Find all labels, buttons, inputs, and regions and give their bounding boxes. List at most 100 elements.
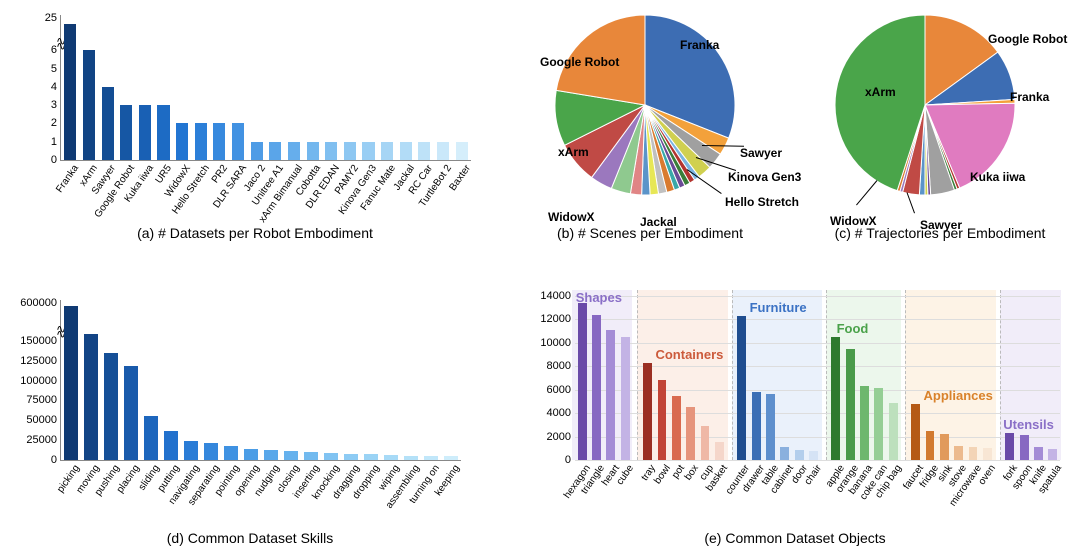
bar [831, 337, 840, 460]
bar [658, 380, 667, 460]
bar [325, 142, 337, 160]
bar [244, 449, 258, 460]
bar [400, 142, 412, 160]
bar [164, 431, 178, 460]
bar [204, 443, 218, 460]
bar [795, 450, 804, 460]
group-label: Furniture [750, 300, 807, 315]
bar [288, 142, 300, 160]
pie-label: Hello Stretch [725, 195, 799, 209]
bar [232, 123, 244, 160]
bar [940, 434, 949, 460]
bar [780, 447, 789, 460]
bar [104, 353, 118, 460]
bar [307, 142, 319, 160]
group-label: Food [837, 321, 869, 336]
bar [176, 123, 188, 160]
bar [213, 123, 225, 160]
bar [578, 303, 587, 460]
bar [269, 142, 281, 160]
group-label: Utensils [1003, 417, 1054, 432]
bar [1048, 449, 1057, 460]
caption-a: (a) # Datasets per Robot Embodiment [110, 225, 400, 241]
bar [304, 452, 318, 460]
group-label: Containers [655, 347, 723, 362]
bar [621, 337, 630, 460]
bar [1020, 435, 1029, 460]
bar [444, 456, 458, 460]
pie-label: Franka [680, 38, 719, 52]
bar [889, 403, 898, 460]
chart-a-datasets-per-embodiment: 012345625∿∿FrankaxArmSawyerGoogle RobotK… [20, 15, 480, 160]
bar [846, 349, 855, 460]
bar [983, 448, 992, 460]
bar [860, 386, 869, 460]
bar [809, 451, 818, 460]
bar [64, 306, 78, 460]
bar [251, 142, 263, 160]
bar [1005, 433, 1014, 460]
bar [224, 446, 238, 460]
bar [954, 446, 963, 460]
bar [195, 123, 207, 160]
chart-d-common-skills: 0250005000075000100000125000150000600000… [20, 300, 480, 460]
x-label: Franka [54, 163, 81, 195]
pie-label: xArm [558, 145, 589, 159]
bar [184, 441, 198, 460]
bar [83, 50, 95, 160]
pie-label: Kuka iiwa [970, 170, 1025, 184]
bar [324, 453, 338, 460]
bar [344, 142, 356, 160]
bar [64, 24, 76, 160]
bar [364, 454, 378, 460]
group-label: Appliances [924, 388, 993, 403]
bar [701, 426, 710, 460]
bar [404, 456, 418, 460]
pie-label: xArm [865, 85, 896, 99]
group-label: Shapes [576, 290, 622, 305]
caption-d: (d) Common Dataset Skills [120, 530, 380, 546]
bar [381, 142, 393, 160]
bar [766, 394, 775, 460]
pie-label: Sawyer [920, 218, 962, 232]
pie-label: Google Robot [988, 32, 1067, 46]
bar [911, 404, 920, 460]
pie-label: Jackal [640, 215, 677, 229]
bar [874, 388, 883, 460]
bar [643, 363, 652, 460]
bar [969, 447, 978, 460]
bar [424, 456, 438, 460]
bar [672, 396, 681, 460]
bar [120, 105, 132, 160]
bar [715, 442, 724, 460]
pie-label: Google Robot [540, 55, 619, 69]
pie-label: Franka [1010, 90, 1049, 104]
bar [102, 87, 114, 160]
pie-label: Sawyer [740, 146, 782, 160]
chart-e-common-objects: 02000400060008000100001200014000hexagont… [540, 290, 1060, 460]
pie-label: WidowX [548, 210, 595, 224]
bar [264, 450, 278, 460]
bar [456, 142, 468, 160]
caption-e: (e) Common Dataset Objects [650, 530, 940, 546]
bar [418, 142, 430, 160]
bar [157, 105, 169, 160]
bar [592, 315, 601, 460]
bar [124, 366, 138, 460]
bar [606, 330, 615, 460]
bar [84, 334, 98, 460]
bar [752, 392, 761, 460]
bar [362, 142, 374, 160]
bar [144, 416, 158, 460]
bar [384, 455, 398, 460]
bar [686, 407, 695, 460]
bar [437, 142, 449, 160]
bar [926, 431, 935, 460]
bar [284, 451, 298, 460]
bar [139, 105, 151, 160]
pie-label: Kinova Gen3 [728, 170, 801, 184]
bar [344, 454, 358, 460]
bar [737, 316, 746, 460]
pie-label: WidowX [830, 214, 877, 228]
bar [1034, 447, 1043, 460]
